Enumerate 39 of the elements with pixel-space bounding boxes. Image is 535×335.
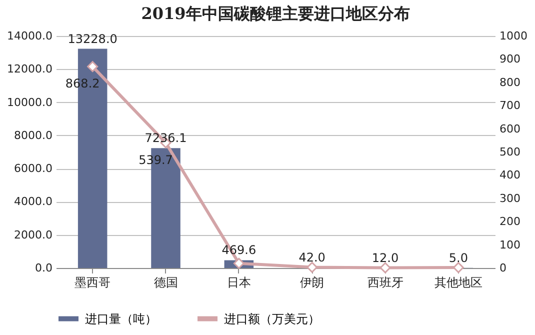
- x-tick-label: 西班牙: [367, 276, 404, 290]
- data-label: 12.0: [372, 250, 399, 265]
- y-tick-label: 2000.0: [14, 228, 52, 242]
- y2-tick-label: 300: [500, 192, 520, 205]
- y2-tick-label: 700: [500, 99, 520, 112]
- y2-tick-label: 400: [500, 168, 520, 182]
- x-tick-label: 德国: [154, 276, 178, 290]
- legend-label: 进口额（万美元）: [224, 312, 320, 326]
- point: [87, 61, 98, 72]
- y2-tick-label: 500: [500, 146, 520, 158]
- data-label: 5.0: [448, 250, 468, 265]
- y-tick-label: 4000.0: [14, 195, 52, 208]
- y-tick-label: 0.0: [35, 262, 52, 274]
- data-label: 469.6: [222, 243, 256, 258]
- y-tick-label: 12000.0: [7, 62, 52, 76]
- x-tick-label: 日本: [226, 276, 251, 290]
- x-tick-label: 伊朗: [300, 276, 324, 290]
- point: [452, 262, 464, 274]
- y2-tick-label: 0: [500, 262, 506, 274]
- data-label: 7236.1: [144, 131, 187, 146]
- y-tick-label: 10000.0: [7, 96, 52, 109]
- legend-label: 进口量（吨）: [85, 312, 157, 326]
- data-label: 13228.0: [68, 32, 118, 46]
- y-tick-label: 6000.0: [14, 162, 52, 176]
- y2-tick-label: 600: [500, 122, 520, 136]
- y2-tick-label: 1000: [500, 30, 528, 42]
- chart-title: 2019年中国碳酸锂主要进口地区分布: [141, 4, 410, 23]
- y2-tick-label: 900: [500, 52, 520, 66]
- point: [233, 258, 244, 269]
- x-tick-label: 墨西哥: [74, 276, 111, 290]
- x-tick-label: 其他地区: [434, 276, 482, 290]
- y2-tick-label: 800: [500, 76, 520, 89]
- point: [380, 262, 391, 274]
- y-tick-label: 8000.0: [14, 128, 52, 142]
- y2-tick-label: 100: [500, 238, 520, 252]
- data-label: 42.0: [298, 250, 326, 264]
- y2-tick-label: 200: [500, 215, 520, 228]
- point: [306, 262, 318, 273]
- y-tick-label: 14000.0: [7, 30, 52, 42]
